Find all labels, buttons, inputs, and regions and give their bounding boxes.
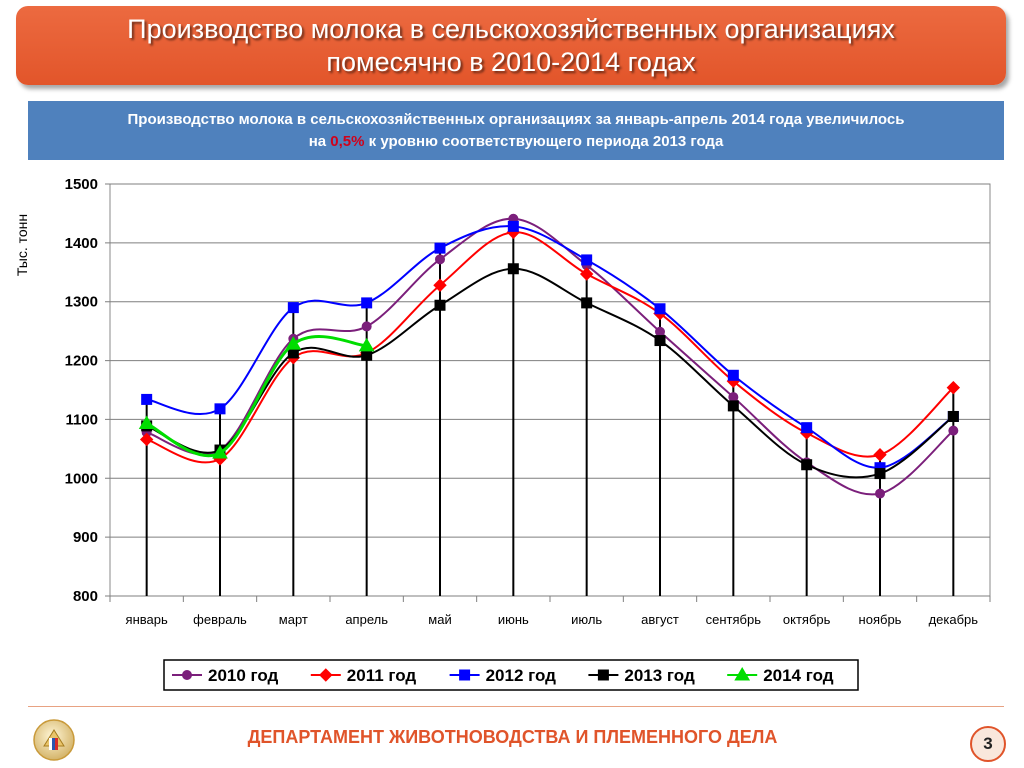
- legend-swatch-marker: [182, 670, 192, 680]
- data-point: [875, 488, 885, 499]
- legend-item: 2013 год: [588, 666, 695, 685]
- x-tick-label: июль: [571, 612, 602, 627]
- data-point: [655, 326, 665, 337]
- series-5: [138, 335, 375, 459]
- data-point: [947, 410, 959, 422]
- y-tick-label: 1100: [65, 411, 98, 428]
- legend-swatch-marker: [319, 668, 333, 682]
- data-point: [285, 336, 302, 350]
- data-point: [801, 422, 813, 434]
- legend-item: 2014 год: [727, 666, 834, 685]
- y-tick-label: 900: [73, 529, 98, 546]
- x-tick-label: сентябрь: [706, 612, 762, 627]
- data-point: [873, 448, 887, 462]
- title-line-1: Производство молока в сельскохозяйственн…: [127, 13, 895, 44]
- department-name: ДЕПАРТАМЕНТ ЖИВОТНОВОДСТВА И ПЛЕМЕННОГО …: [247, 727, 778, 747]
- data-point: [948, 425, 959, 436]
- legend-item: 2010 год: [172, 666, 279, 685]
- data-point: [361, 297, 373, 309]
- x-tick-label: март: [279, 612, 308, 627]
- data-point: [654, 335, 666, 347]
- title-banner: Производство молока в сельскохозяйственн…: [16, 6, 1006, 85]
- y-tick-label: 1200: [65, 353, 98, 370]
- series-line: [145, 335, 367, 458]
- x-tick-label: январь: [126, 612, 168, 627]
- ministry-emblem-icon: [33, 719, 75, 761]
- series-line: [146, 225, 954, 469]
- data-point: [581, 254, 593, 266]
- data-point: [435, 254, 445, 265]
- data-point: [727, 400, 739, 412]
- page-number-badge: 3: [970, 726, 1006, 762]
- x-tick-label: май: [428, 612, 451, 627]
- summary-highlight: 0,5%: [330, 132, 365, 150]
- legend-item: 2011 год: [310, 666, 417, 685]
- x-tick-label: декабрь: [929, 612, 979, 627]
- x-tick-label: август: [641, 612, 679, 627]
- data-point: [358, 337, 375, 352]
- data-point: [874, 468, 886, 480]
- legend-swatch-marker: [734, 667, 751, 681]
- data-point: [139, 432, 154, 447]
- x-tick-label: февраль: [193, 612, 247, 627]
- footer-divider: [28, 706, 1004, 707]
- y-tick-label: 1400: [65, 235, 98, 252]
- summary-after: к уровню соответствующего периода 2013 г…: [368, 132, 724, 150]
- legend-label: 2014 год: [763, 666, 834, 685]
- x-tick-label: ноябрь: [859, 612, 902, 627]
- y-tick-label: 1300: [65, 294, 98, 311]
- data-point: [138, 415, 155, 430]
- y-tick-label: 1500: [65, 176, 98, 193]
- data-point: [507, 263, 519, 275]
- title-line-2: помесячно в 2010-2014 годах: [326, 46, 696, 77]
- summary-na: на: [308, 132, 327, 150]
- x-tick-label: апрель: [345, 612, 388, 627]
- legend: 2010 год 2011 год 2012 год 2013 год 2014 год: [163, 659, 859, 691]
- data-point: [727, 369, 739, 381]
- data-point: [581, 297, 593, 309]
- data-point: [434, 242, 446, 254]
- data-point: [212, 444, 228, 459]
- data-point: [579, 267, 594, 281]
- y-axis-label: Тыс. тонн: [14, 214, 30, 276]
- x-tick-label: июнь: [498, 612, 529, 627]
- data-point: [801, 459, 813, 471]
- series-line: [146, 231, 955, 464]
- data-point: [728, 392, 739, 403]
- legend-swatch-marker: [597, 669, 609, 681]
- legend-label: 2010 год: [208, 666, 279, 685]
- data-point: [141, 393, 153, 405]
- legend-label: 2013 год: [624, 666, 695, 685]
- series-lines: [138, 213, 961, 499]
- axes: 800 900 1000 1100 1200 1300 1400 1500 январь февр…: [65, 176, 991, 627]
- plot-area: [109, 183, 991, 597]
- data-point: [361, 349, 373, 361]
- data-point: [654, 303, 666, 315]
- legend-item: 2012 год: [449, 666, 557, 685]
- data-point: [361, 321, 372, 332]
- y-tick-label: 800: [73, 588, 98, 605]
- line-chart: 800 900 1000 1100 1200 1300 1400 1500 январь февр…: [14, 176, 991, 691]
- summary-line-2: на 0,5% к уровню соответствующего период…: [309, 131, 724, 153]
- data-point: [287, 302, 299, 314]
- summary-box: Производство молока в сельскохозяйственн…: [28, 101, 1004, 160]
- data-point: [433, 278, 447, 292]
- data-point: [434, 299, 446, 311]
- legend-label: 2011 год: [347, 666, 417, 685]
- data-point: [507, 220, 519, 232]
- legend-swatch-marker: [459, 669, 471, 681]
- y-tick-label: 1000: [65, 470, 98, 487]
- summary-line-1: Производство молока в сельскохозяйственн…: [127, 110, 905, 128]
- data-point: [214, 403, 226, 415]
- data-point: [946, 380, 961, 395]
- legend-label: 2012 год: [486, 666, 557, 685]
- x-tick-label: октябрь: [783, 612, 831, 627]
